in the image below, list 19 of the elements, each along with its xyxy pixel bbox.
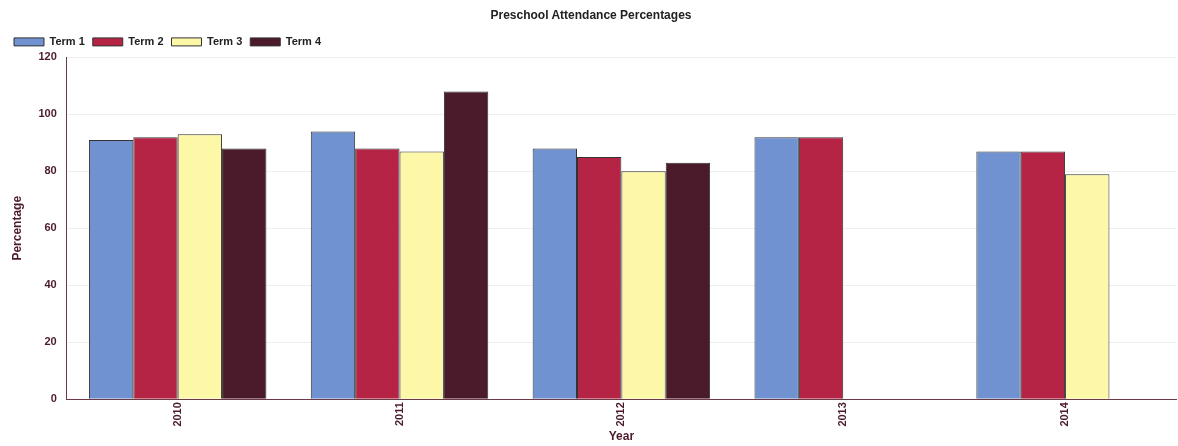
- x-tick-label: 2014: [1058, 401, 1071, 427]
- y-tick-label: 40: [44, 278, 57, 291]
- x-axis-title: Year: [608, 429, 635, 444]
- y-tick-label: 80: [44, 164, 57, 177]
- y-tick-label: 100: [38, 107, 57, 120]
- chart-title: Preschool Attendance Percentages: [490, 7, 692, 22]
- y-tick-label: 0: [50, 392, 57, 405]
- y-tick-label: 60: [44, 221, 57, 234]
- y-axis-title: Percentage: [9, 195, 24, 261]
- y-tick-label: 120: [38, 50, 57, 63]
- x-tick-label: 2013: [836, 402, 849, 427]
- legend-label: Term 4: [285, 34, 322, 47]
- x-tick-label: 2010: [170, 402, 183, 427]
- y-tick-label: 20: [44, 335, 57, 348]
- x-tick-label: 2012: [614, 402, 627, 427]
- x-tick-label: 2011: [392, 402, 405, 426]
- legend-label: Term 2: [128, 34, 164, 47]
- legend-label: Term 3: [207, 34, 243, 47]
- legend-label: Term 1: [49, 34, 85, 47]
